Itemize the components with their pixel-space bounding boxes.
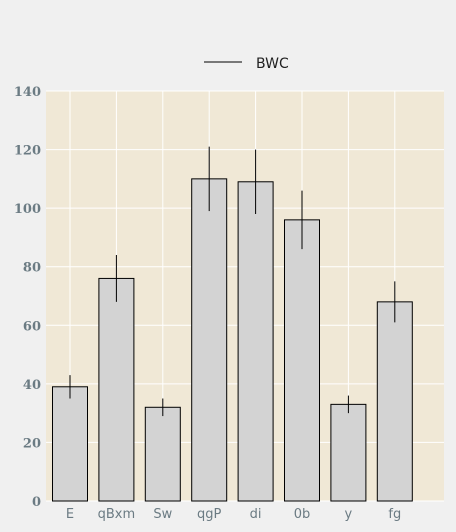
y-tick-label: 120 xyxy=(14,144,41,159)
bar-y xyxy=(330,403,367,502)
bar-Sw xyxy=(144,406,181,502)
y-tick-label: 60 xyxy=(23,319,41,334)
bar-0b xyxy=(284,219,320,502)
y-tick-label: 40 xyxy=(23,378,41,393)
x-tick-label: qgP xyxy=(197,507,222,522)
y-tick-label: 140 xyxy=(14,85,41,100)
x-tick-label: di xyxy=(250,507,262,522)
y-tick-label: 80 xyxy=(23,261,41,276)
x-tick-label: Sw xyxy=(153,507,172,522)
error-bars xyxy=(69,146,396,417)
bar-di xyxy=(237,181,274,502)
y-axis: 0 20 40 60 80 100 120 140 xyxy=(14,85,41,510)
x-tick-label: 0b xyxy=(294,507,311,522)
legend: BWC xyxy=(204,56,289,72)
x-tick-label: qBxm xyxy=(98,507,136,522)
y-tick-label: 100 xyxy=(14,202,41,217)
y-tick-label: 0 xyxy=(32,495,41,510)
bar-qgP xyxy=(191,178,228,502)
bar-E xyxy=(52,386,88,502)
bar-qBxm xyxy=(98,277,135,502)
x-tick-label: fg xyxy=(388,507,401,522)
y-tick-label: 20 xyxy=(23,436,41,451)
x-tick-label: E xyxy=(66,507,74,522)
bar-fg xyxy=(376,301,413,502)
legend-label: BWC xyxy=(256,56,289,72)
x-tick-label: y xyxy=(345,507,353,522)
